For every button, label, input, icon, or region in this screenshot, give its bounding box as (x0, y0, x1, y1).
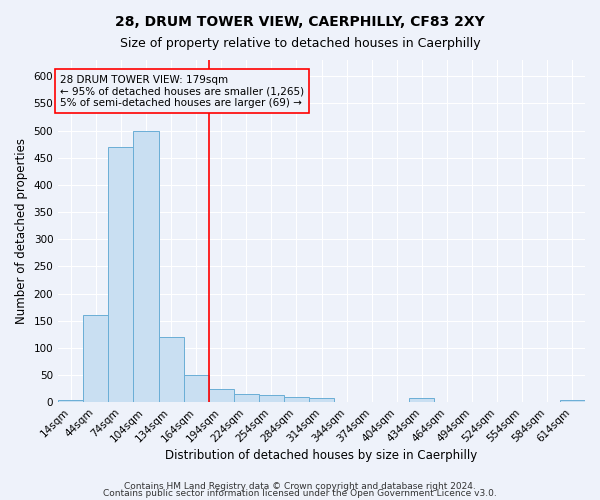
Bar (109, 147, 133, 402)
Bar (209, 388, 234, 402)
Text: 28 DRUM TOWER VIEW: 179sqm
← 95% of detached houses are smaller (1,265)
5% of se: 28 DRUM TOWER VIEW: 179sqm ← 95% of deta… (60, 74, 304, 108)
Bar (284, 397, 309, 402)
Bar (259, 395, 284, 402)
Text: Contains public sector information licensed under the Open Government Licence v3: Contains public sector information licen… (103, 490, 497, 498)
Text: Size of property relative to detached houses in Caerphilly: Size of property relative to detached ho… (119, 38, 481, 51)
Text: 28, DRUM TOWER VIEW, CAERPHILLY, CF83 2XY: 28, DRUM TOWER VIEW, CAERPHILLY, CF83 2X… (115, 15, 485, 29)
Bar (234, 394, 259, 402)
X-axis label: Distribution of detached houses by size in Caerphilly: Distribution of detached houses by size … (166, 450, 478, 462)
Bar (58, 400, 83, 402)
Bar (560, 400, 585, 402)
Bar (409, 398, 434, 402)
Y-axis label: Number of detached properties: Number of detached properties (15, 138, 28, 324)
Bar (309, 398, 334, 402)
Bar (83, 316, 109, 402)
Bar (158, 337, 184, 402)
Bar (184, 375, 209, 402)
Bar (133, 130, 158, 402)
Text: Contains HM Land Registry data © Crown copyright and database right 2024.: Contains HM Land Registry data © Crown c… (124, 482, 476, 491)
